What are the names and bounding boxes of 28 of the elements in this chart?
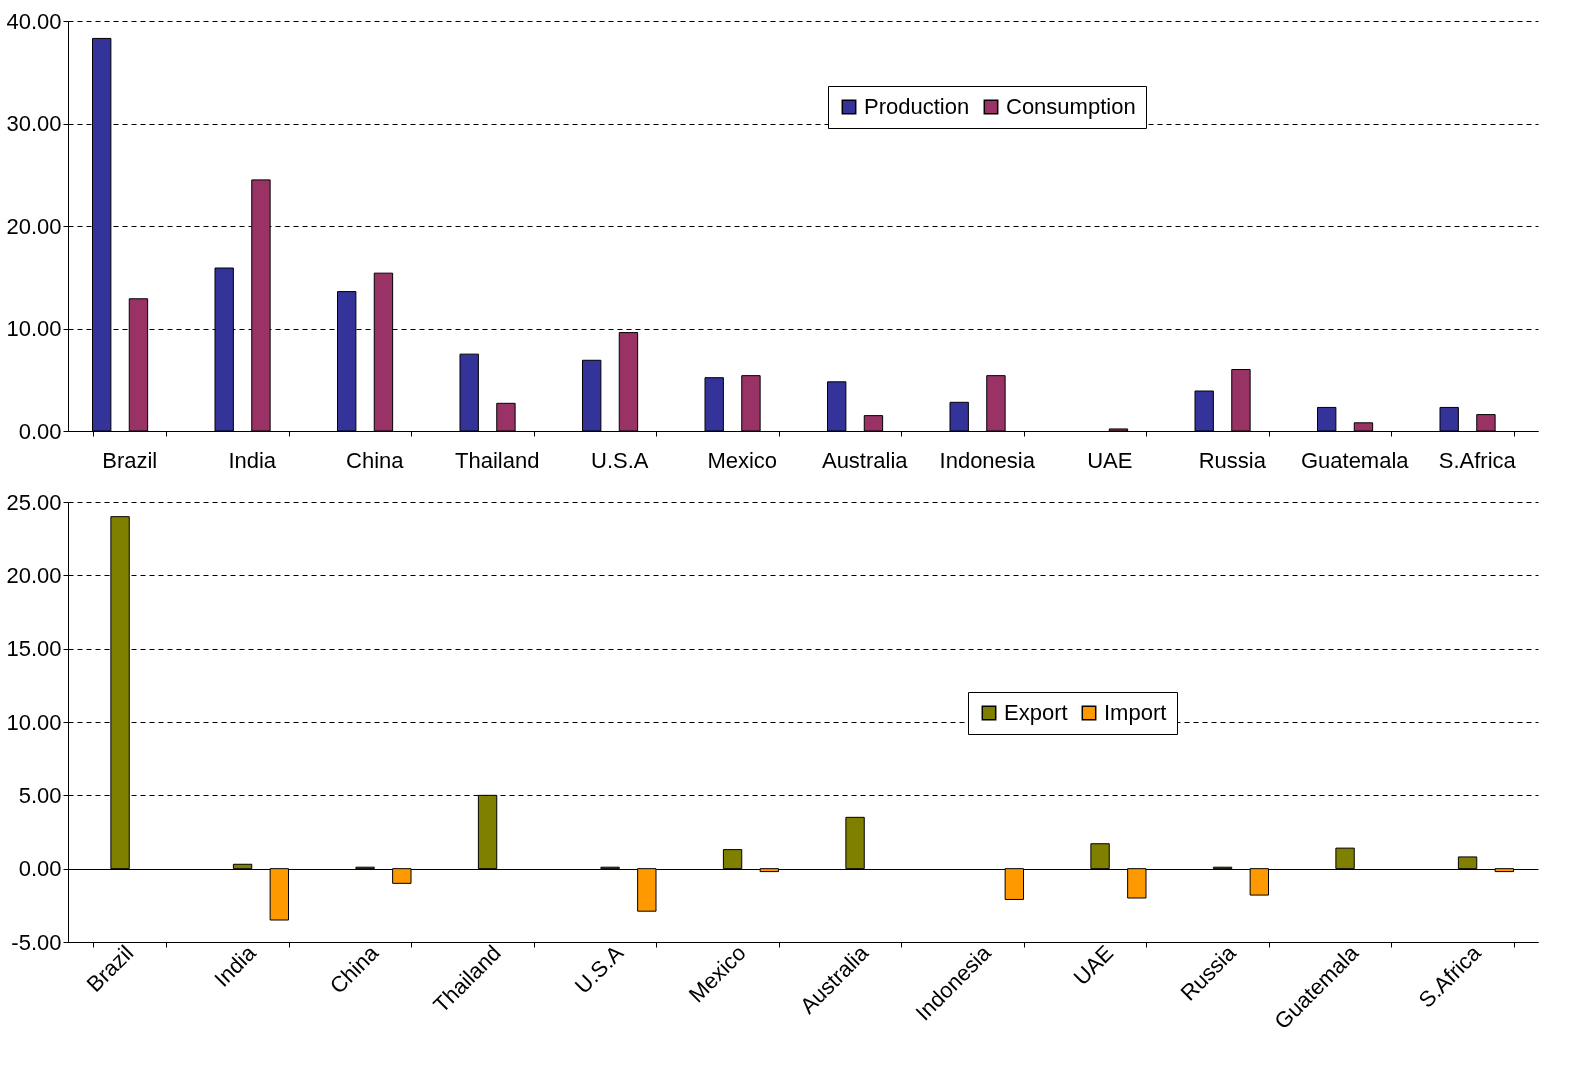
y-tick-label: 0.00: [18, 418, 62, 444]
x-tick-label: China: [346, 447, 405, 473]
y-tick-label: 10.00: [6, 709, 62, 735]
y-tick-label: 20.00: [6, 213, 62, 239]
y-tick-label: 30.00: [6, 111, 62, 136]
x-tick-label: U.S.A: [591, 447, 649, 473]
y-tick-label: 25.00: [6, 489, 62, 515]
y-tick-label: 15.00: [6, 636, 62, 662]
x-tick-label: Australia: [821, 447, 909, 473]
x-tick-label: Indonesia: [939, 447, 1036, 473]
x-tick-label: Guatemala: [1300, 447, 1410, 473]
legend-label: Import: [1104, 700, 1167, 725]
y-tick-label: 5.00: [18, 782, 62, 808]
legend-label: Production: [864, 94, 970, 119]
y-tick-label: 40.00: [6, 8, 62, 34]
x-tick-label: Mexico: [707, 447, 778, 473]
x-tick-label: India: [228, 447, 277, 473]
y-tick-label: 20.00: [6, 562, 62, 588]
legend-label: Export: [1004, 700, 1068, 725]
y-tick-label: 10.00: [6, 316, 62, 341]
x-tick-label: S.Africa: [1438, 447, 1517, 473]
x-tick-label: Thailand: [455, 447, 540, 473]
x-tick-label: UAE: [1087, 447, 1133, 473]
y-tick-label: 0.00: [18, 856, 62, 882]
x-tick-label: Brazil: [102, 447, 158, 473]
legend-label: Consumption: [1006, 94, 1136, 119]
x-tick-label: Russia: [1198, 447, 1267, 473]
y-tick-label: -5.00: [11, 929, 62, 955]
